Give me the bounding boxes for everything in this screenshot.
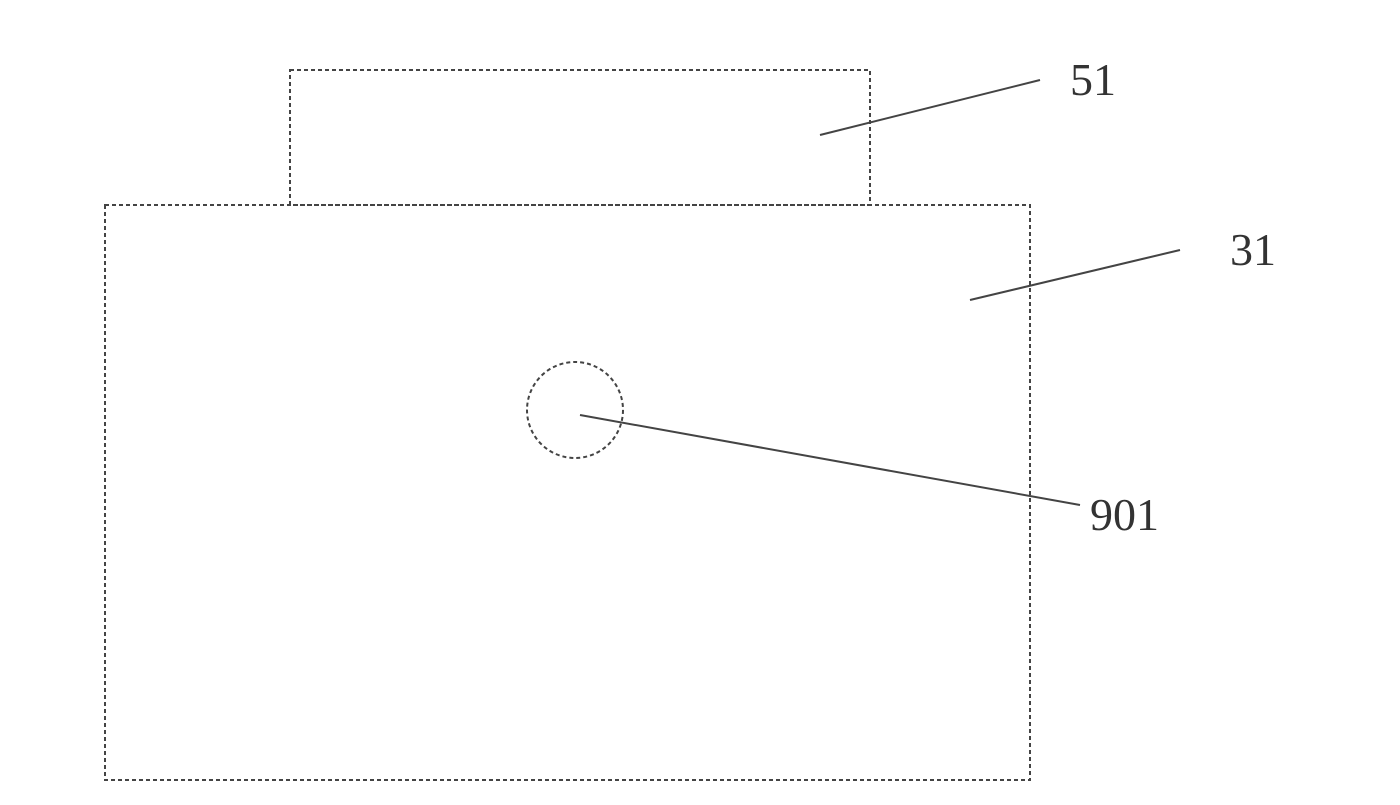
- part-circle: [527, 362, 623, 458]
- part-main-rect: [105, 205, 1030, 780]
- label-901: 901: [1090, 489, 1159, 540]
- leader-line-51: [820, 80, 1040, 135]
- label-31: 31: [1230, 224, 1276, 275]
- leader-line-901: [580, 415, 1080, 505]
- technical-diagram-svg: 51 31 901: [0, 0, 1400, 800]
- label-51: 51: [1070, 54, 1116, 105]
- leader-line-31: [970, 250, 1180, 300]
- diagram-container: 51 31 901: [0, 0, 1400, 800]
- part-top-rect: [290, 70, 870, 205]
